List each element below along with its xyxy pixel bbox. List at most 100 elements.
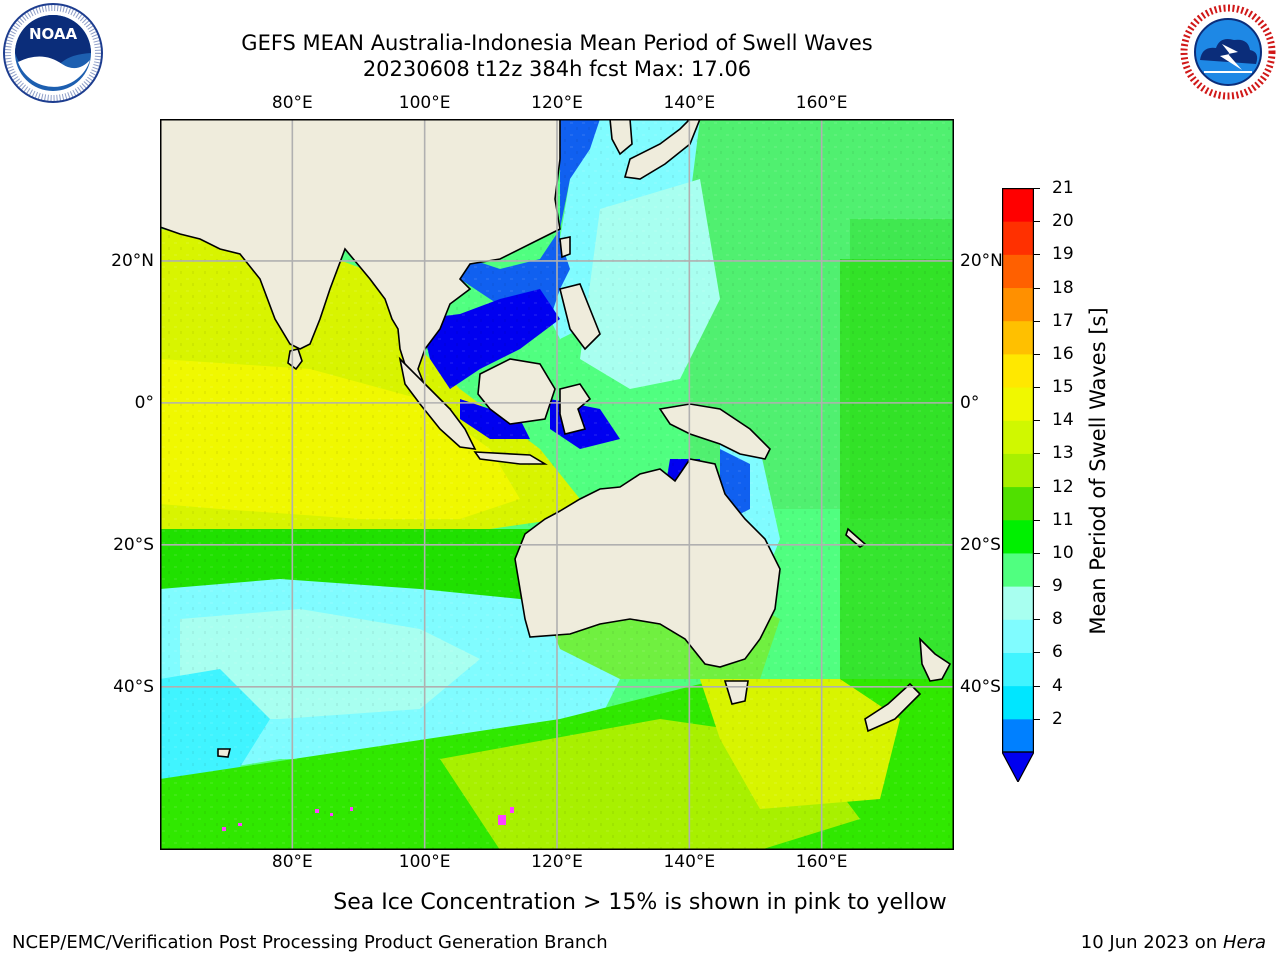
host-name: Hera xyxy=(1222,932,1266,953)
sumatra xyxy=(398,356,477,450)
colorbar-tick-mark xyxy=(1034,586,1040,588)
chart-title: GEFS MEAN Australia-Indonesia Mean Perio… xyxy=(241,31,873,55)
australia xyxy=(514,458,781,668)
colorbar-tick-label: 14 xyxy=(1052,410,1074,431)
noaa-logo-text: NOAA xyxy=(29,25,78,43)
sulawesi xyxy=(559,383,592,435)
colorbar-tick-label: 6 xyxy=(1052,642,1063,663)
colorbar-tick-mark xyxy=(1034,519,1040,521)
new-zealand-north xyxy=(919,636,952,682)
japan xyxy=(623,119,701,180)
lat-tick-label-right: 0° xyxy=(960,392,980,413)
colorbar-tick-mark xyxy=(1034,320,1040,322)
colorbar-tick-mark xyxy=(1034,652,1040,654)
colorbar-extend-arrow xyxy=(1002,751,1034,782)
lon-tick-label-top: 100°E xyxy=(398,93,451,113)
sea-ice-note: Sea Ice Concentration > 15% is shown in … xyxy=(333,890,947,915)
new-caledonia xyxy=(845,527,867,548)
colorbar-tick-label: 21 xyxy=(1052,178,1074,198)
colorbar-tick-mark xyxy=(1034,420,1040,422)
colorbar-segment xyxy=(1002,221,1034,255)
new-guinea xyxy=(658,403,771,460)
colorbar-tick-label: 8 xyxy=(1052,609,1063,630)
colorbar-tick-label: 9 xyxy=(1052,576,1063,597)
lon-tick-label-bottom: 100°E xyxy=(398,852,451,872)
lon-tick-label-top: 140°E xyxy=(663,93,716,113)
colorbar-segment xyxy=(1002,387,1034,421)
colorbar-tick-label: 19 xyxy=(1052,244,1074,265)
colorbar-segment xyxy=(1002,254,1034,289)
lat-tick-label-right: 40°S xyxy=(960,676,1001,697)
colorbar-tick-mark xyxy=(1034,552,1040,554)
colorbar-tick-mark xyxy=(1034,718,1040,720)
taiwan xyxy=(559,236,571,259)
colorbar-segment xyxy=(1002,188,1034,222)
colorbar-tick-label: 17 xyxy=(1052,310,1074,331)
borneo xyxy=(477,358,556,425)
colorbar-tick-mark xyxy=(1034,188,1040,189)
lon-tick-label-top: 160°E xyxy=(795,93,848,113)
colorbar-tick-mark xyxy=(1034,685,1040,687)
colorbar-segment xyxy=(1002,453,1034,488)
colorbar-segment xyxy=(1002,320,1034,355)
lat-tick-label-left: 0° xyxy=(134,392,154,413)
colorbar-tick-mark xyxy=(1034,387,1040,389)
colorbar-tick-label: 11 xyxy=(1052,509,1074,530)
colorbar-tick-mark xyxy=(1034,254,1040,256)
colorbar-tick-mark xyxy=(1034,221,1040,223)
colorbar-segment xyxy=(1002,685,1034,720)
asia-landmass xyxy=(160,119,561,421)
generation-date-text: 10 Jun 2023 on xyxy=(1080,932,1223,953)
colorbar-tick-label: 15 xyxy=(1052,377,1074,398)
nws-logo xyxy=(1180,4,1276,100)
kerguelen xyxy=(217,748,232,758)
colorbar-segment xyxy=(1002,652,1034,687)
colorbar-tick-label: 2 xyxy=(1052,708,1063,729)
producer-credit: NCEP/EMC/Verification Post Processing Pr… xyxy=(12,932,608,953)
colorbar-segment xyxy=(1002,586,1034,620)
colorbar-tick-label: 13 xyxy=(1052,443,1074,464)
lat-tick-label-left: 40°S xyxy=(113,676,154,697)
lon-tick-label-top: 80°E xyxy=(271,93,313,113)
lon-tick-label-bottom: 140°E xyxy=(663,852,716,872)
colorbar-outline xyxy=(1002,188,1034,753)
colorbar xyxy=(1002,188,1034,782)
colorbar-segment xyxy=(1002,718,1034,753)
colorbar-tick-mark xyxy=(1034,287,1040,289)
lat-tick-label-left: 20°N xyxy=(111,250,154,271)
lon-tick-label-bottom: 80°E xyxy=(271,852,313,872)
noaa-logo: NOAA xyxy=(3,3,103,103)
colorbar-tick-mark xyxy=(1034,486,1040,488)
lon-tick-label-bottom: 160°E xyxy=(795,852,848,872)
colorbar-segment xyxy=(1002,420,1034,454)
colorbar-tick-label: 12 xyxy=(1052,476,1074,497)
map-panel xyxy=(160,119,954,850)
sri-lanka xyxy=(287,348,303,371)
colorbar-tick-label: 10 xyxy=(1052,542,1074,563)
lat-tick-label-right: 20°N xyxy=(960,250,1003,271)
colorbar-tick-label: 20 xyxy=(1052,211,1074,232)
colorbar-segment xyxy=(1002,619,1034,653)
colorbar-tick-label: 4 xyxy=(1052,675,1063,696)
lat-tick-label-left: 20°S xyxy=(113,534,154,555)
lon-tick-label-bottom: 120°E xyxy=(531,852,583,872)
java xyxy=(473,451,548,465)
philippines xyxy=(559,283,601,351)
map-gridlines xyxy=(160,119,954,850)
colorbar-tick-mark xyxy=(1034,353,1040,355)
colorbar-segment xyxy=(1002,353,1034,388)
colorbar-segment xyxy=(1002,552,1034,587)
colorbar-label: Mean Period of Swell Waves [s] xyxy=(1086,307,1110,635)
chart-subtitle: 20230608 t12z 384h fcst Max: 17.06 xyxy=(362,57,752,81)
map-border xyxy=(160,119,954,850)
generation-date: 10 Jun 2023 on Hera xyxy=(1081,932,1266,953)
colorbar-tick-label: 18 xyxy=(1052,277,1074,298)
korea xyxy=(609,119,633,156)
colorbar-segment xyxy=(1002,486,1034,521)
colorbar-tick-mark xyxy=(1034,453,1040,455)
lon-tick-label-top: 120°E xyxy=(531,93,583,113)
colorbar-tick-mark xyxy=(1034,619,1040,621)
colorbar-segment xyxy=(1002,287,1034,322)
land-masses xyxy=(160,119,952,758)
colorbar-segment xyxy=(1002,519,1034,554)
